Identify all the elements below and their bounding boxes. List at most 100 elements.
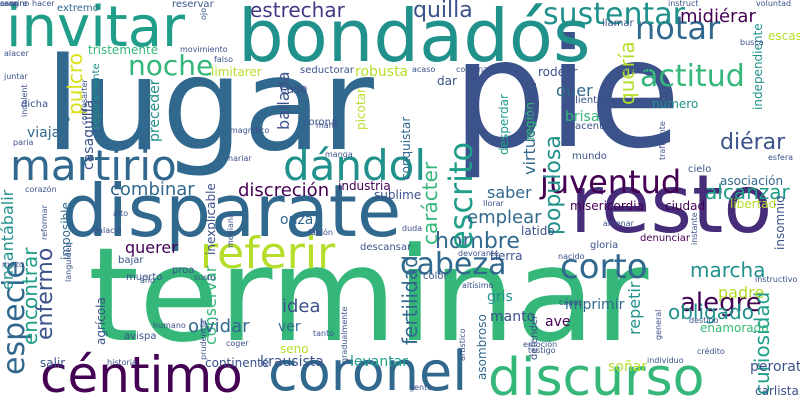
word-color: color <box>423 271 448 282</box>
word-krausista: krausista <box>260 354 324 370</box>
word-corazon: corazón <box>25 185 57 194</box>
word-alegre: alegre <box>680 288 762 318</box>
word-languidez: languidez <box>64 243 73 282</box>
word-imprimir: imprimir <box>565 297 625 313</box>
word-mediana: mediana <box>226 213 235 248</box>
word-continente: continente <box>205 356 270 370</box>
word-emocion: emoción <box>523 340 558 349</box>
word-saber: saber <box>487 183 532 202</box>
word-invitar: invitar <box>6 0 186 60</box>
word-asociacion: asociación <box>720 174 784 188</box>
word-sublime: sublime <box>374 188 422 202</box>
word-ave: ave <box>545 314 571 330</box>
word-muerto: muerto <box>126 272 163 283</box>
word-coger: coger <box>226 339 249 348</box>
word-hariar: hariar <box>228 154 252 163</box>
word-gradualmente: gradualmente <box>340 306 349 363</box>
word-quilla: quilla <box>413 0 473 23</box>
word-referir: referir <box>200 228 336 279</box>
word-pie: pie <box>452 8 682 182</box>
word-conquistar: conquistar <box>399 116 413 180</box>
word-enamorado: enamorado <box>700 321 769 335</box>
word-quer: quer <box>556 81 593 100</box>
word-inexplicable: inexplicable <box>204 183 218 255</box>
word-alto: alto <box>113 209 129 218</box>
word-magnifico: magnífico <box>230 126 270 135</box>
word-preceder: preceder <box>147 79 163 142</box>
word-insomnio: insomnio <box>773 195 787 250</box>
word-levantar: levantar <box>350 354 409 370</box>
word-disparate: disparate <box>62 169 402 253</box>
word-tierra: tierra <box>490 249 523 263</box>
word-bondados: bondadós <box>238 0 591 78</box>
word-denunciar: denunciar <box>640 233 691 244</box>
word-seductorar: seductorar <box>300 65 354 76</box>
word-despierta: despierta <box>529 82 538 120</box>
word-escrito: escrito <box>442 141 480 250</box>
word-brisa: brisa <box>565 109 600 125</box>
word-palacio: palacio <box>93 226 122 235</box>
word-alacer: alacer <box>4 49 29 58</box>
word-tanto: tanto <box>313 329 335 338</box>
word-movimiento: movimiento <box>180 45 228 54</box>
word-obligado: obligado <box>668 300 754 324</box>
word-independiente: independiente <box>751 23 765 110</box>
word-gente: gente <box>409 383 433 392</box>
word-emplear: emplear <box>467 207 542 228</box>
word-capaz: capaz <box>559 298 583 307</box>
word-rodear: rodear <box>538 65 578 79</box>
word-tristemente: tristemente <box>88 43 159 57</box>
word-prudencia: prudencia <box>199 319 208 360</box>
word-seguramente: seguramente <box>91 63 102 130</box>
word-perorata: perorata <box>750 359 800 375</box>
word-onza: onza <box>280 212 314 228</box>
word-cielo: cielo <box>688 164 712 175</box>
word-repetir: repetir <box>625 281 644 335</box>
word-carlista: carlista <box>755 384 799 398</box>
word-esmero: esmero <box>491 63 521 72</box>
word-llorar: llorar <box>483 199 504 208</box>
word-busca: busca <box>740 38 764 47</box>
word-dicha: dicha <box>21 99 49 110</box>
word-olvidar: olvidar <box>188 316 250 337</box>
word-paria: paria <box>13 138 34 147</box>
word-limitarer: limitarer <box>211 65 262 79</box>
word-reformar: reformar <box>40 205 49 240</box>
word-discurso: discurso <box>488 348 705 400</box>
word-acento: acento <box>575 121 610 132</box>
word-sustentar: sustentar <box>543 0 685 32</box>
word-actitud: actitud <box>640 59 745 94</box>
word-ojo: ojo <box>199 7 208 20</box>
word-dar: dar <box>437 74 457 88</box>
word-numero: número <box>652 97 699 111</box>
word-gloria: gloria <box>590 240 619 251</box>
word-misericordia: misericordia <box>570 199 644 213</box>
word-padre: padre <box>718 283 765 302</box>
word-combinar: combinar <box>110 179 195 200</box>
word-llamar: llamar <box>602 18 634 29</box>
word-estrechar: estrechar <box>250 0 345 22</box>
word-agricola: agrícola <box>94 297 108 345</box>
word-corto: corto <box>560 247 648 287</box>
word-resto: resto <box>570 158 773 251</box>
word-amenar: amenar <box>603 219 634 228</box>
word-traficante: traficante <box>658 121 667 160</box>
word-centimo: céntimo <box>40 346 243 400</box>
word-devorante: devorante <box>458 249 499 258</box>
word-indolent: indolent <box>20 84 29 117</box>
word-seno: seno <box>280 342 309 356</box>
word-dierar: diérar <box>720 130 786 155</box>
word-notar: notar <box>635 9 721 47</box>
word-bailada: bailada <box>274 71 293 130</box>
word-martirio: martirio <box>10 141 177 190</box>
word-ano: año <box>140 276 155 285</box>
word-solteron: solterón <box>617 65 650 74</box>
word-comenzar: comenzar <box>456 65 496 74</box>
word-altisimo: altísimo <box>462 281 494 290</box>
word-viajar: viajar <box>27 125 66 141</box>
word-aliento: aliento <box>569 95 604 106</box>
word-hombre: hombre <box>435 229 520 254</box>
word-idea: idea <box>282 296 321 317</box>
word-sonar: soñar <box>608 359 648 375</box>
